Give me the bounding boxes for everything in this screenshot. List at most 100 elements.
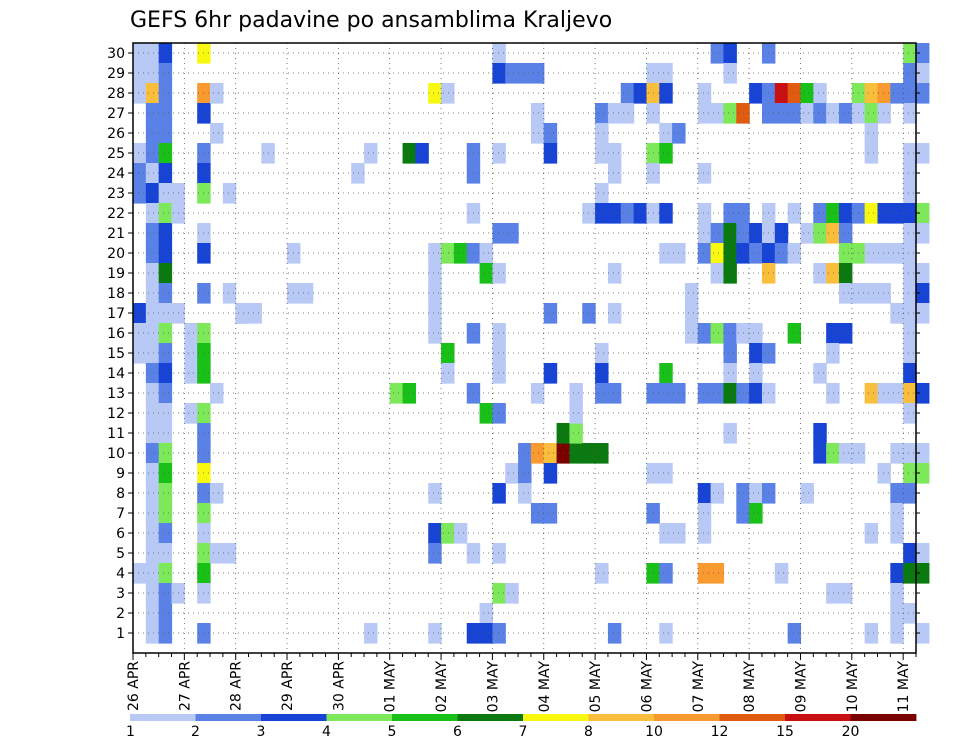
- heatmap-cell: [543, 303, 558, 324]
- heatmap-cell: [916, 463, 930, 484]
- heatmap-cell: [723, 423, 737, 444]
- heatmap-cell: [916, 623, 930, 644]
- heatmap-cell: [145, 483, 160, 504]
- heatmap-cell: [659, 463, 673, 484]
- heatmap-cell: [838, 223, 853, 244]
- heatmap-cell: [595, 383, 609, 404]
- x-tick-label: 27 APR: [177, 661, 193, 711]
- y-tick-label: 6: [116, 526, 125, 542]
- heatmap-cell: [826, 223, 840, 244]
- heatmap-cell: [890, 243, 904, 264]
- heatmap-cell: [877, 103, 891, 124]
- heatmap-cell: [145, 543, 160, 564]
- heatmap-cell: [813, 203, 827, 224]
- y-axis: 1234567891011121314151617181920212223242…: [107, 46, 920, 642]
- colorbar-label: 5: [388, 724, 397, 740]
- y-tick-label: 27: [107, 106, 125, 122]
- heatmap-cell: [607, 163, 622, 184]
- heatmap-cell: [530, 123, 545, 144]
- heatmap-cell: [505, 463, 519, 484]
- heatmap-cell: [903, 323, 917, 344]
- heatmap-cell: [158, 103, 173, 124]
- heatmap-cell: [145, 343, 160, 364]
- heatmap-cell: [415, 143, 429, 164]
- x-tick-label: 10 MAY: [845, 661, 861, 713]
- heatmap-cell: [916, 43, 930, 64]
- heatmap-cell: [659, 623, 673, 644]
- x-tick-label: 09 MAY: [794, 661, 810, 713]
- colorbar-label: 6: [453, 724, 462, 740]
- heatmap-cell: [659, 63, 673, 84]
- heatmap-cell: [158, 603, 173, 624]
- heatmap-cell: [145, 203, 160, 224]
- heatmap-cell: [864, 283, 879, 304]
- heatmap-cell: [697, 523, 712, 544]
- heatmap-cell: [158, 423, 173, 444]
- colorbar-swatch: [130, 714, 196, 721]
- heatmap-cell: [659, 523, 673, 544]
- heatmap-cell: [723, 103, 737, 124]
- heatmap-cell: [838, 443, 853, 464]
- heatmap-cell: [158, 483, 173, 504]
- heatmap-cell: [145, 163, 160, 184]
- heatmap-cell: [903, 103, 917, 124]
- heatmap-cell: [710, 263, 725, 284]
- heatmap-cell: [916, 383, 930, 404]
- heatmap-cell: [697, 83, 712, 104]
- y-tick-label: 29: [107, 66, 125, 82]
- heatmap-cell: [890, 443, 904, 464]
- heatmap-cell: [697, 483, 712, 504]
- heatmap-cell: [633, 203, 648, 224]
- heatmap-cell: [402, 143, 416, 164]
- heatmap-cell: [441, 243, 455, 264]
- heatmap-cell: [710, 383, 725, 404]
- heatmap-cell: [890, 583, 904, 604]
- heatmap-cell: [145, 143, 160, 164]
- heatmap-cell: [903, 343, 917, 364]
- colorbar-swatch: [326, 714, 393, 721]
- heatmap-cell: [697, 163, 712, 184]
- heatmap-cell: [890, 563, 904, 584]
- heatmap-cell: [428, 483, 442, 504]
- heatmap-cell: [826, 443, 840, 464]
- x-axis: 26 APR 27 APR 28 APR 29 APR 30 APR 01 MAY 02 M…: [126, 653, 917, 713]
- heatmap-cell: [916, 563, 930, 584]
- heatmap-cell: [659, 363, 673, 384]
- heatmap-cell: [158, 403, 173, 424]
- colorbar-label: 1: [126, 724, 135, 740]
- heatmap-cell: [158, 283, 173, 304]
- y-tick-label: 30: [107, 46, 125, 62]
- heatmap-cell: [890, 303, 904, 324]
- heatmap-cell: [492, 543, 506, 564]
- heatmap-cell: [492, 63, 506, 84]
- heatmap-cell: [697, 223, 712, 244]
- heatmap-cell: [697, 103, 712, 124]
- heatmap-cell: [659, 203, 673, 224]
- heatmap-cell: [903, 363, 917, 384]
- heatmap-cell: [569, 443, 583, 464]
- heatmap-cell: [749, 503, 763, 524]
- heatmap-cell: [710, 323, 725, 344]
- heatmap-cell: [749, 223, 763, 244]
- heatmap-cell: [595, 363, 609, 384]
- heatmap-cell: [723, 203, 737, 224]
- heatmap-cell: [697, 563, 712, 584]
- heatmap-cell: [133, 563, 147, 584]
- heatmap-cell: [158, 183, 173, 204]
- heatmap-cell: [492, 343, 506, 364]
- heatmap-cell: [543, 443, 558, 464]
- y-tick-label: 25: [107, 146, 125, 162]
- heatmap-cell: [916, 83, 930, 104]
- heatmap-cell: [158, 343, 173, 364]
- heatmap-cell: [133, 43, 147, 64]
- heatmap-cell: [145, 243, 160, 264]
- heatmap-cell: [826, 203, 840, 224]
- heatmap-cell: [607, 623, 622, 644]
- colorbar-swatch: [785, 714, 851, 721]
- heatmap-cell: [145, 463, 160, 484]
- heatmap-cell: [916, 283, 930, 304]
- heatmap-cell: [145, 443, 160, 464]
- heatmap-cell: [492, 223, 506, 244]
- heatmap-cell: [595, 203, 609, 224]
